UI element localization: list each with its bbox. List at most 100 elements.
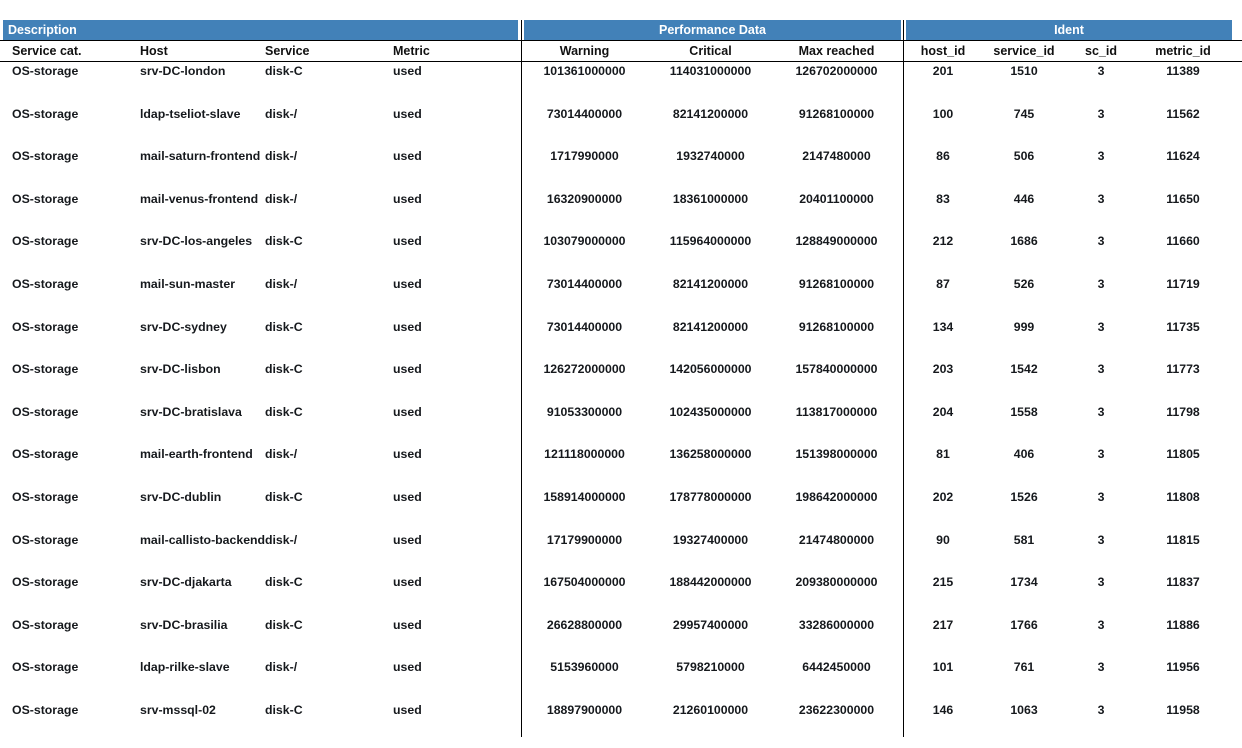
cell-host_id: 201 (932, 64, 954, 78)
cell-service_id: 1686 (1010, 234, 1038, 249)
cell-host: srv-DC-sydney (140, 319, 227, 334)
cell-critical: 115964000000 (669, 234, 752, 249)
cell-metric: used (393, 106, 422, 121)
column-header-critical: Critical (689, 44, 732, 58)
cell-host_id: 203 (932, 362, 954, 377)
cell-critical: 82141200000 (672, 277, 749, 291)
cell-critical: 188442000000 (669, 575, 752, 590)
cell-service_id: 581 (1013, 532, 1035, 547)
table-row: OS-storage mail-earth-frontend disk-/ used 1… (0, 446, 1242, 462)
cell-metric_id: 11837 (1166, 575, 1200, 590)
cell-service_id: 526 (1013, 277, 1035, 291)
cell-service_cat: OS-storage (12, 575, 79, 590)
cell-max_reached: 91268100000 (798, 319, 875, 334)
cell-service: disk-C (265, 617, 303, 632)
cell-metric_id: 11660 (1166, 234, 1200, 249)
cell-sc_id: 3 (1097, 362, 1105, 377)
cell-critical: 114031000000 (669, 64, 752, 78)
table-row: OS-storage srv-DC-djakarta disk-C used 16750… (0, 574, 1242, 590)
cell-host: mail-earth-frontend (140, 447, 253, 462)
cell-service_id: 999 (1013, 319, 1035, 334)
cell-metric_id: 11958 (1166, 703, 1200, 717)
table-row: OS-storage srv-DC-los-angeles disk-C used 10… (0, 233, 1242, 249)
cell-service: disk-/ (265, 191, 298, 206)
cell-metric: used (393, 64, 422, 78)
cell-warning: 16320900000 (546, 191, 623, 206)
cell-host_id: 81 (936, 447, 950, 462)
cell-host_id: 146 (932, 703, 954, 717)
cell-service_id: 1734 (1010, 575, 1038, 590)
cell-host: srv-DC-djakarta (140, 575, 232, 590)
cell-critical: 178778000000 (669, 490, 752, 504)
column-group-divider-1 (520, 20, 522, 737)
column-header-host_id: host_id (920, 44, 966, 58)
cell-sc_id: 3 (1097, 447, 1105, 462)
table-row: OS-storage srv-DC-dublin disk-C used 1589140… (0, 489, 1242, 505)
cell-warning: 5153960000 (550, 660, 619, 675)
cell-sc_id: 3 (1097, 490, 1105, 504)
cell-sc_id: 3 (1097, 404, 1105, 419)
cell-service_id: 745 (1013, 106, 1035, 121)
cell-service_id: 446 (1013, 191, 1035, 206)
cell-max_reached: 209380000000 (795, 575, 878, 590)
cell-sc_id: 3 (1097, 532, 1105, 547)
cell-service_cat: OS-storage (12, 660, 79, 675)
cell-service_id: 761 (1013, 660, 1035, 675)
cell-service_id: 506 (1013, 149, 1035, 164)
cell-sc_id: 3 (1097, 149, 1105, 164)
cell-warning: 91053300000 (546, 404, 623, 419)
cell-service: disk-C (265, 703, 303, 717)
cell-host: srv-DC-lisbon (140, 362, 221, 377)
cell-host_id: 217 (932, 617, 954, 632)
cell-service_id: 1766 (1010, 617, 1038, 632)
table-row: OS-storage srv-DC-sydney disk-C used 7301440… (0, 319, 1242, 335)
cell-metric_id: 11719 (1166, 277, 1200, 291)
cell-metric: used (393, 532, 422, 547)
cell-sc_id: 3 (1097, 106, 1105, 121)
cell-metric: used (393, 575, 422, 590)
cell-service: disk-/ (265, 660, 298, 675)
column-header-max_reached: Max reached (798, 44, 875, 58)
cell-metric_id: 11808 (1166, 490, 1200, 504)
cell-warning: 121118000000 (544, 447, 625, 462)
cell-host_id: 212 (932, 234, 954, 249)
cell-service: disk-C (265, 64, 303, 78)
column-header-service_id: service_id (993, 44, 1055, 58)
column-header-host: Host (140, 44, 168, 58)
cell-max_reached: 20401100000 (799, 191, 874, 206)
cell-service: disk-/ (265, 106, 298, 121)
table-row: OS-storage ldap-rilke-slave disk-/ used 5153… (0, 659, 1242, 675)
cell-host: mail-venus-frontend (140, 191, 259, 206)
cell-host: srv-mssql-02 (140, 703, 216, 717)
cell-metric_id: 11735 (1166, 319, 1200, 334)
cell-service_cat: OS-storage (12, 404, 79, 419)
cell-service_cat: OS-storage (12, 277, 79, 291)
cell-sc_id: 3 (1097, 575, 1105, 590)
cell-host_id: 100 (932, 106, 954, 121)
column-header-metric: Metric (393, 44, 430, 58)
cell-service: disk-/ (265, 447, 298, 462)
cell-host: srv-DC-london (140, 64, 226, 78)
cell-service: disk-C (265, 404, 303, 419)
cell-host: mail-callisto-backend (140, 532, 266, 547)
cell-service_cat: OS-storage (12, 362, 79, 377)
cell-max_reached: 151398000000 (795, 447, 878, 462)
cell-critical: 102435000000 (669, 404, 752, 419)
cell-sc_id: 3 (1097, 319, 1105, 334)
cell-max_reached: 157840000000 (795, 362, 878, 377)
cell-host_id: 86 (936, 149, 950, 164)
cell-service_cat: OS-storage (12, 191, 79, 206)
cell-warning: 18897900000 (546, 703, 623, 717)
cell-metric: used (393, 234, 422, 249)
cell-critical: 82141200000 (672, 106, 749, 121)
cell-warning: 1717990000 (550, 149, 619, 164)
cell-service_cat: OS-storage (12, 490, 79, 504)
cell-critical: 21260100000 (672, 703, 749, 717)
cell-metric: used (393, 191, 422, 206)
cell-max_reached: 113817000000 (795, 404, 878, 419)
cell-metric: used (393, 617, 422, 632)
table-row: OS-storage mail-sun-master disk-/ used 73014… (0, 276, 1242, 292)
cell-host_id: 87 (936, 277, 950, 291)
table-row: OS-storage mail-callisto-backend disk-/ use… (0, 532, 1242, 548)
